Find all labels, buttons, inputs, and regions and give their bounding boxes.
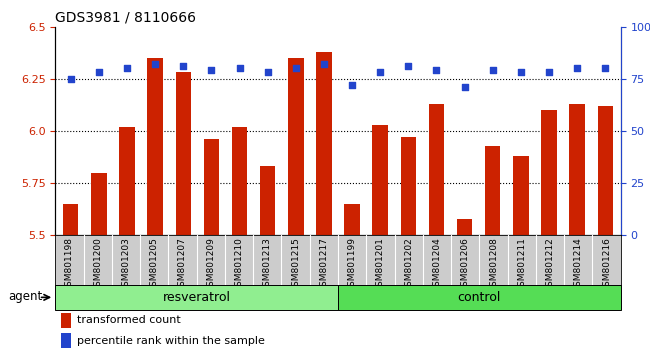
Text: GSM801202: GSM801202 xyxy=(404,237,413,292)
Text: GSM801214: GSM801214 xyxy=(574,237,583,292)
Point xyxy=(235,65,245,71)
Bar xyxy=(63,204,79,235)
Bar xyxy=(338,285,621,310)
Bar xyxy=(176,73,191,235)
Text: transformed count: transformed count xyxy=(77,315,181,325)
Point xyxy=(122,65,132,71)
Text: GSM801200: GSM801200 xyxy=(93,237,102,292)
Point xyxy=(375,70,385,75)
Text: GSM801217: GSM801217 xyxy=(319,237,328,292)
Bar xyxy=(344,204,360,235)
Bar xyxy=(485,145,500,235)
Text: GSM801203: GSM801203 xyxy=(122,237,131,292)
Point xyxy=(488,68,498,73)
Bar xyxy=(316,52,332,235)
Point xyxy=(600,65,610,71)
Point xyxy=(291,65,301,71)
Text: GSM801199: GSM801199 xyxy=(348,237,357,292)
Text: GSM801205: GSM801205 xyxy=(150,237,159,292)
Point xyxy=(150,61,161,67)
Bar xyxy=(61,333,71,348)
Point xyxy=(178,63,188,69)
Text: GSM801198: GSM801198 xyxy=(65,237,74,292)
Point xyxy=(572,65,582,71)
Bar xyxy=(91,173,107,235)
Bar xyxy=(260,166,276,235)
Bar xyxy=(513,156,528,235)
Bar xyxy=(232,127,247,235)
Text: GSM801209: GSM801209 xyxy=(206,237,215,292)
Bar xyxy=(148,58,163,235)
Text: GSM801204: GSM801204 xyxy=(432,237,441,292)
Text: GSM801211: GSM801211 xyxy=(517,237,526,292)
Text: GSM801212: GSM801212 xyxy=(545,237,554,292)
Text: GSM801208: GSM801208 xyxy=(489,237,498,292)
Text: GSM801216: GSM801216 xyxy=(602,237,611,292)
Text: GSM801213: GSM801213 xyxy=(263,237,272,292)
Bar xyxy=(372,125,388,235)
Point xyxy=(431,68,441,73)
Text: GSM801201: GSM801201 xyxy=(376,237,385,292)
Point xyxy=(66,76,76,81)
Bar xyxy=(203,139,219,235)
Point xyxy=(544,70,554,75)
Bar xyxy=(400,137,416,235)
Text: control: control xyxy=(458,291,501,304)
Text: percentile rank within the sample: percentile rank within the sample xyxy=(77,336,265,346)
Point xyxy=(403,63,413,69)
Bar xyxy=(55,285,338,310)
Text: GSM801206: GSM801206 xyxy=(461,237,470,292)
Text: GSM801207: GSM801207 xyxy=(178,237,187,292)
Bar xyxy=(457,219,473,235)
Bar xyxy=(597,106,613,235)
Point xyxy=(206,68,216,73)
Point xyxy=(94,70,104,75)
Text: GDS3981 / 8110666: GDS3981 / 8110666 xyxy=(55,11,196,25)
Point xyxy=(318,61,329,67)
Point xyxy=(347,82,358,88)
Text: agent: agent xyxy=(8,290,42,303)
Bar xyxy=(119,127,135,235)
Bar xyxy=(541,110,557,235)
Text: GSM801210: GSM801210 xyxy=(235,237,244,292)
Text: resveratrol: resveratrol xyxy=(162,291,231,304)
Text: GSM801215: GSM801215 xyxy=(291,237,300,292)
Bar xyxy=(429,104,444,235)
Point xyxy=(515,70,526,75)
Point xyxy=(263,70,273,75)
Point xyxy=(460,84,470,90)
Bar xyxy=(569,104,585,235)
Bar xyxy=(61,313,71,328)
Bar xyxy=(288,58,304,235)
